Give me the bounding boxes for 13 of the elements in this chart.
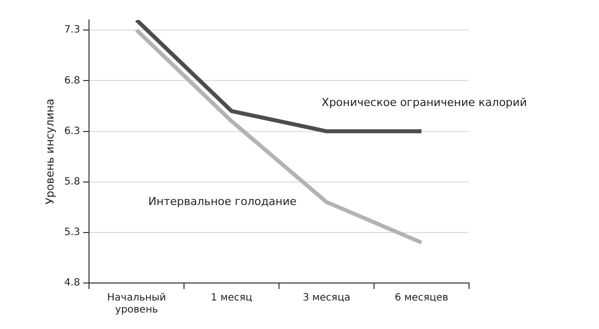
y-tick-label: 4.8 [64,278,80,289]
x-tick-label: 6 месяцев [394,292,448,304]
series-label: Хроническое ограничение калорий [322,96,527,110]
series-label: Интервальное голодание [148,194,297,208]
y-axis-title: Уровень инсулина [43,98,56,204]
x-tick-label: 3 месяца [302,292,350,304]
y-tick-label: 6.8 [64,75,80,86]
x-tick-label: Начальный уровень [107,292,166,316]
y-tick-label: 5.3 [64,227,80,238]
y-tick-label: 7.3 [64,24,80,36]
y-tick-label: 5.8 [64,176,80,188]
y-tick-label: 6.3 [64,126,80,137]
x-tick-label: 1 месяц [210,292,253,304]
